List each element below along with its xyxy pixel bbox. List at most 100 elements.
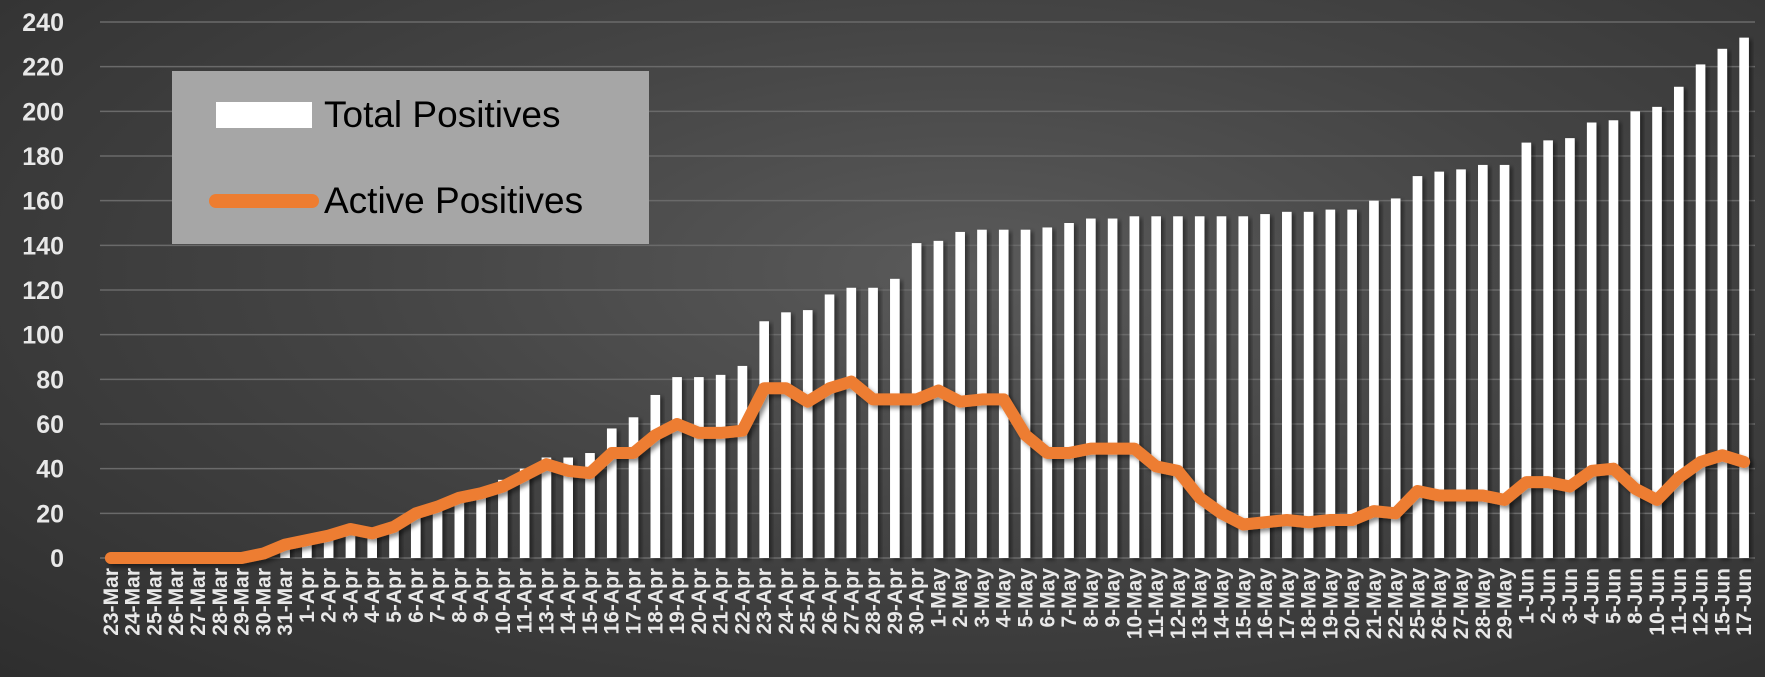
bar-total-positives (476, 491, 486, 558)
x-tick-label: 11-Jun (1668, 568, 1691, 635)
bar-total-positives (846, 287, 857, 558)
y-tick-label: 220 (22, 54, 64, 82)
x-tick-label: 18-Apr (644, 568, 667, 635)
bar-total-positives (454, 495, 465, 558)
x-tick-label: 2-May (949, 568, 972, 628)
x-tick-label: 13-Apr (535, 568, 558, 635)
bar-total-positives (759, 321, 769, 558)
x-tick-label: 21-Apr (710, 568, 733, 635)
bar-total-positives (541, 457, 552, 558)
x-tick-label: 2-Jun (1537, 568, 1560, 624)
bar-total-positives (933, 240, 944, 558)
bar-total-positives (389, 526, 399, 558)
bar-total-positives (1499, 164, 1510, 558)
x-tick-label: 9-May (1102, 568, 1125, 628)
x-tick-label: 22-Apr (731, 568, 754, 635)
bar-total-positives (1020, 229, 1031, 558)
x-tick-label: 15-Apr (579, 568, 602, 635)
x-tick-label: 24-Apr (775, 568, 798, 635)
x-tick-label: 3-Apr (339, 568, 362, 623)
bar-total-positives (367, 531, 377, 558)
bar-total-positives (1042, 227, 1053, 558)
bar-total-positives (1064, 223, 1074, 558)
x-tick-label: 11-May (1145, 568, 1168, 638)
x-tick-label: 25-Mar (143, 568, 166, 636)
x-tick-label: 5-Jun (1602, 568, 1625, 624)
y-tick-label: 160 (22, 188, 64, 216)
y-tick-label: 180 (22, 143, 64, 171)
bar-total-positives (1303, 211, 1314, 558)
y-tick-label: 200 (22, 98, 64, 126)
x-tick-label: 30-Mar (252, 568, 275, 636)
bar-total-positives (1129, 216, 1140, 559)
x-tick-label: 6-Apr (405, 568, 428, 623)
bar-total-positives (1086, 218, 1096, 558)
x-tick-label: 21-May (1363, 568, 1386, 640)
bar-total-positives (432, 504, 443, 558)
x-tick-label: 4-Jun (1581, 568, 1604, 624)
bar-total-positives (1565, 138, 1575, 558)
bar-total-positives (1673, 86, 1684, 559)
x-tick-label: 20-Apr (688, 568, 711, 635)
x-tick-label: 31-Mar (274, 568, 297, 636)
x-tick-label: 10-Apr (492, 568, 515, 635)
bar-total-positives (519, 468, 530, 558)
x-tick-label: 4-May (993, 568, 1016, 628)
legend-label-total-positives: Total Positives (324, 94, 561, 135)
x-tick-label: 25-May (1406, 568, 1429, 640)
legend-box (172, 71, 649, 244)
y-tick-label: 40 (36, 456, 64, 484)
bar-total-positives (498, 479, 508, 558)
x-tick-label: 14-May (1210, 568, 1233, 640)
y-tick-label: 20 (36, 500, 64, 528)
active-positives-line (104, 375, 1751, 564)
x-tick-label: 28-May (1472, 568, 1495, 640)
bar-total-positives (890, 278, 900, 558)
x-tick-label: 15-Jun (1711, 568, 1734, 636)
x-tick-label: 1-Apr (296, 568, 319, 623)
x-tick-label: 17-Apr (623, 568, 646, 635)
bar-total-positives (1586, 122, 1597, 558)
x-tick-label: 19-May (1319, 568, 1342, 640)
x-tick-label: 7-May (1058, 568, 1081, 628)
bar-total-positives (1695, 64, 1706, 559)
bar-total-positives (737, 365, 748, 558)
x-tick-label: 13-May (1189, 568, 1212, 640)
x-tick-label: 25-Apr (797, 568, 820, 635)
x-tick-label: 14-Apr (557, 568, 580, 635)
y-tick-label: 100 (22, 322, 64, 350)
bar-total-positives (1521, 142, 1532, 558)
bar-total-positives (345, 531, 356, 558)
x-tick-label: 7-Apr (427, 568, 450, 623)
x-tick-label: 16-May (1254, 568, 1277, 640)
x-tick-label: 29-May (1494, 568, 1517, 640)
x-tick-label: 3-Jun (1559, 568, 1582, 624)
y-axis-labels: 0 20 40 60 80 100 120 140 160 180 200 220 240 (22, 9, 64, 573)
x-tick-label: 28-Mar (209, 568, 232, 636)
bar-total-positives (868, 287, 878, 558)
x-tick-label: 10-May (1123, 568, 1146, 640)
x-tick-label: 28-Apr (862, 568, 885, 635)
bar-total-positives (1282, 211, 1292, 558)
bar-total-positives (1456, 169, 1466, 558)
y-tick-label: 140 (22, 232, 64, 260)
y-tick-label: 60 (36, 411, 64, 439)
bar-total-positives (694, 377, 704, 558)
bar-total-positives (1347, 209, 1357, 558)
x-tick-label: 29-Apr (884, 568, 907, 635)
x-tick-label: 6-May (1036, 568, 1059, 628)
x-tick-label: 8-May (1080, 568, 1103, 628)
x-tick-label: 1-May (927, 568, 950, 628)
bar-total-positives (1173, 216, 1183, 559)
bar-total-positives (1478, 164, 1488, 558)
bar-total-positives (1216, 216, 1227, 559)
bar-total-positives (781, 312, 791, 558)
x-tick-label: 26-Mar (165, 568, 188, 636)
x-tick-label: 22-May (1385, 568, 1408, 640)
bar-total-positives (302, 540, 312, 558)
bar-total-positives (280, 544, 290, 558)
bar-total-positives (1194, 216, 1205, 559)
x-tick-label: 12-May (1167, 568, 1190, 640)
